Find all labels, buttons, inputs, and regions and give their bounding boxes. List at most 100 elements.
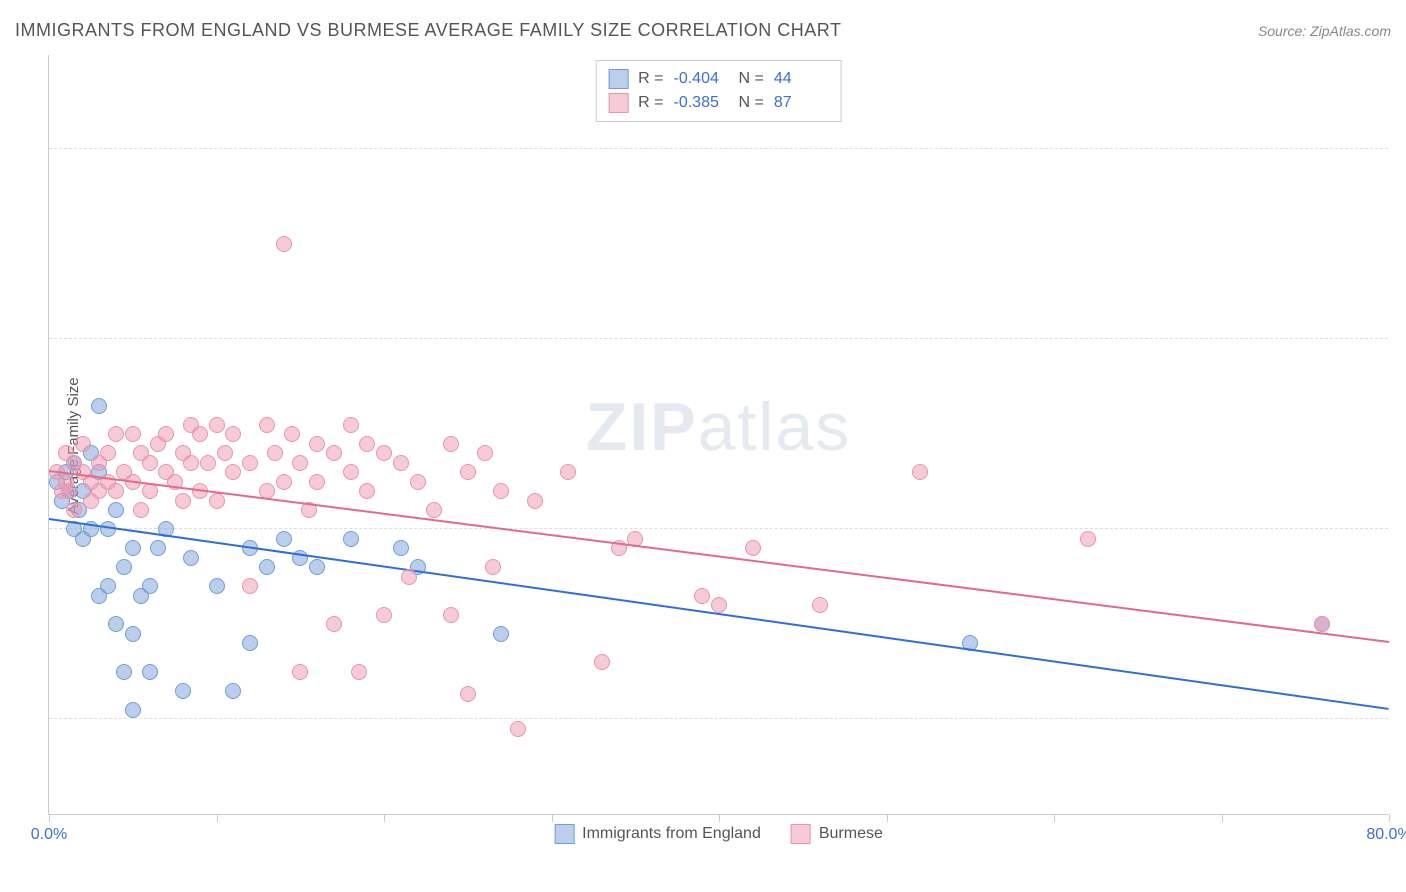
data-point (510, 721, 526, 737)
x-tick (887, 814, 888, 822)
data-point (192, 426, 208, 442)
data-point (125, 426, 141, 442)
source-name: ZipAtlas.com (1310, 23, 1391, 39)
data-point (75, 436, 91, 452)
data-point (217, 445, 233, 461)
x-tick-label-min: 0.0% (31, 826, 67, 844)
source-attribution: Source: ZipAtlas.com (1258, 23, 1391, 39)
data-point (108, 502, 124, 518)
data-point (309, 436, 325, 452)
data-point (527, 493, 543, 509)
r-value-series-2: -0.385 (674, 94, 729, 112)
x-tick-label-max: 80.0% (1366, 826, 1406, 844)
data-point (242, 578, 258, 594)
swatch-series-1 (608, 69, 628, 89)
data-point (225, 426, 241, 442)
data-point (175, 493, 191, 509)
bottom-legend: Immigrants from England Burmese (554, 824, 883, 844)
x-tick (719, 814, 720, 822)
data-point (66, 502, 82, 518)
y-tick-label: 4.00 (1393, 330, 1406, 348)
x-tick (1389, 814, 1390, 822)
n-label: N = (739, 70, 764, 88)
x-tick (384, 814, 385, 822)
data-point (108, 616, 124, 632)
y-tick-label: 2.00 (1393, 710, 1406, 728)
data-point (125, 702, 141, 718)
data-point (276, 531, 292, 547)
gridline (49, 338, 1388, 339)
n-label: N = (739, 94, 764, 112)
x-tick (1054, 814, 1055, 822)
data-point (150, 540, 166, 556)
data-point (309, 559, 325, 575)
data-point (393, 455, 409, 471)
data-point (376, 445, 392, 461)
data-point (242, 635, 258, 651)
data-point (225, 683, 241, 699)
data-point (393, 540, 409, 556)
data-point (267, 445, 283, 461)
data-point (276, 236, 292, 252)
r-label: R = (638, 94, 663, 112)
data-point (401, 569, 417, 585)
data-point (485, 559, 501, 575)
data-point (259, 559, 275, 575)
data-point (443, 436, 459, 452)
data-point (100, 578, 116, 594)
data-point (1080, 531, 1096, 547)
data-point (326, 445, 342, 461)
data-point (1314, 616, 1330, 632)
x-tick (552, 814, 553, 822)
data-point (912, 464, 928, 480)
data-point (209, 493, 225, 509)
data-point (142, 455, 158, 471)
data-point (694, 588, 710, 604)
watermark-bold: ZIP (586, 389, 698, 465)
data-point (594, 654, 610, 670)
swatch-series-2 (608, 93, 628, 113)
trend-line (49, 518, 1389, 710)
data-point (376, 607, 392, 623)
data-point (209, 417, 225, 433)
data-point (200, 455, 216, 471)
data-point (225, 464, 241, 480)
data-point (116, 559, 132, 575)
watermark: ZIPatlas (586, 388, 851, 466)
data-point (326, 616, 342, 632)
gridline (49, 528, 1388, 529)
x-tick (217, 814, 218, 822)
trend-line (49, 470, 1389, 643)
swatch-series-2-bottom (791, 824, 811, 844)
data-point (443, 607, 459, 623)
data-point (426, 502, 442, 518)
legend-item-series-1: Immigrants from England (554, 824, 761, 844)
data-point (560, 464, 576, 480)
legend-item-series-2: Burmese (791, 824, 883, 844)
data-point (359, 436, 375, 452)
data-point (142, 664, 158, 680)
y-tick-label: 3.00 (1393, 520, 1406, 538)
data-point (91, 398, 107, 414)
gridline (49, 148, 1388, 149)
r-label: R = (638, 70, 663, 88)
y-tick-label: 5.00 (1393, 140, 1406, 158)
data-point (477, 445, 493, 461)
data-point (116, 664, 132, 680)
x-tick (1222, 814, 1223, 822)
data-point (292, 664, 308, 680)
data-point (242, 455, 258, 471)
data-point (745, 540, 761, 556)
legend-label-series-1: Immigrants from England (582, 825, 761, 843)
data-point (343, 531, 359, 547)
data-point (175, 683, 191, 699)
data-point (309, 474, 325, 490)
data-point (292, 455, 308, 471)
data-point (183, 455, 199, 471)
chart-title: IMMIGRANTS FROM ENGLAND VS BURMESE AVERA… (15, 20, 841, 41)
data-point (133, 502, 149, 518)
watermark-light: atlas (698, 389, 852, 465)
data-point (108, 483, 124, 499)
data-point (183, 550, 199, 566)
data-point (343, 464, 359, 480)
